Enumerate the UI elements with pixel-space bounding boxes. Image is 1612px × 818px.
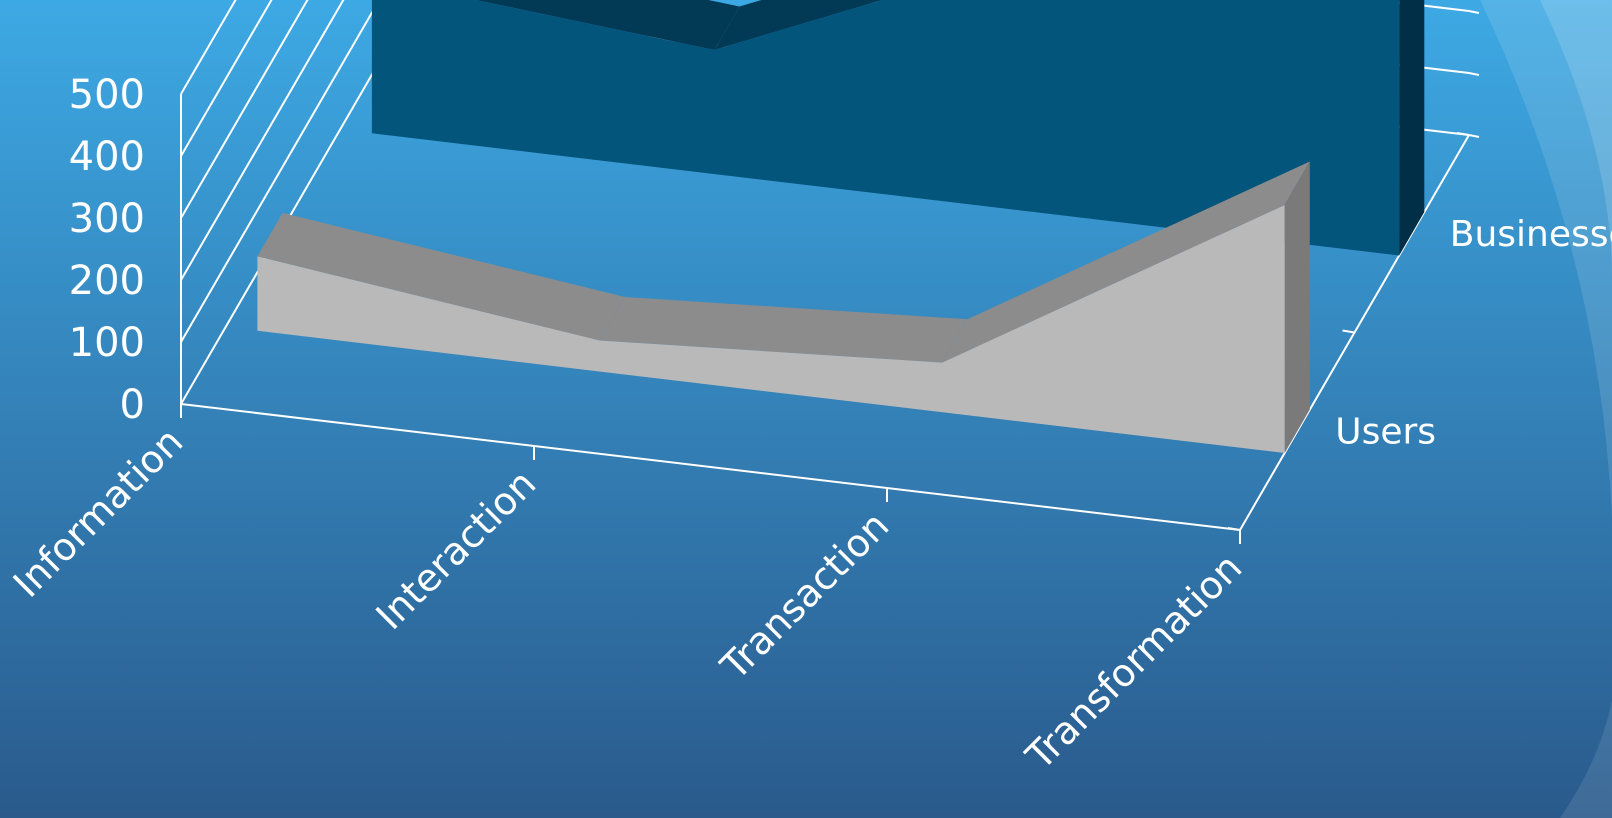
gridline-300 [180, 0, 309, 219]
y-tick-label: 300 [69, 196, 145, 242]
series-layer [257, 0, 1425, 453]
series-front-face [371, 0, 1400, 256]
series-top-face [475, 0, 740, 50]
back-tick-100 [1468, 72, 1480, 76]
series-top-face [714, 0, 883, 50]
series-top-face [942, 161, 1310, 363]
y-tick-label: 200 [69, 258, 145, 304]
back-tick-0 [1468, 134, 1480, 138]
decorative-swoosh-bottom [1560, 700, 1612, 818]
series-front-face [257, 205, 1285, 453]
y-tick-label: 500 [69, 72, 145, 118]
depth-tick [1456, 132, 1470, 136]
category-axis [180, 403, 1241, 531]
y-tick-label: 100 [69, 320, 145, 366]
series-users [257, 161, 1310, 453]
back-tick-200 [1468, 10, 1480, 14]
series-side-face [1399, 0, 1425, 256]
decorative-swoosh-inner [1540, 0, 1612, 280]
axes [180, 0, 1470, 544]
series-top-face [257, 212, 625, 341]
depth-tick [1227, 527, 1241, 531]
y-tick-label: 0 [120, 382, 145, 428]
series-label-users: Users [1335, 411, 1436, 452]
decorative-swoosh [1480, 0, 1612, 520]
depth-tick [1342, 329, 1355, 334]
series-top-face [599, 297, 968, 363]
series-side-face [1284, 161, 1310, 453]
series-label-businesses: Businesses [1450, 214, 1612, 255]
y-tick-label: 400 [69, 134, 145, 180]
gridline-200 [180, 0, 1470, 281]
series-businesses [371, 0, 1425, 256]
gridline-400 [180, 0, 273, 157]
